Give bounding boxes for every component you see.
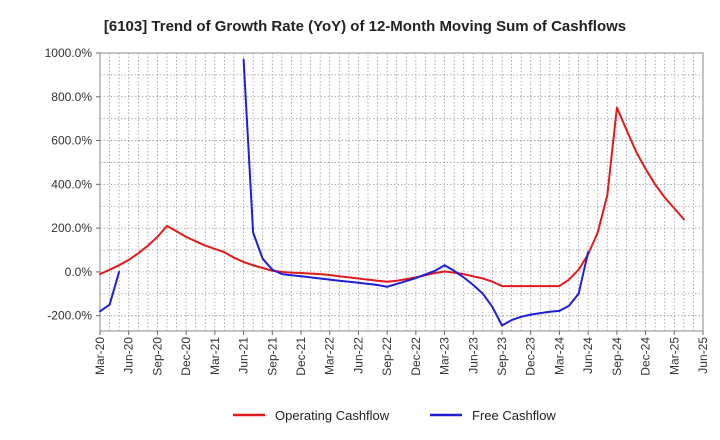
x-tick-label: Dec-24 [639,337,653,376]
y-tick-label: 800.0% [51,90,92,104]
legend: Operating Cashflow Free Cashflow [233,408,556,423]
x-tick-label: Sep-23 [495,337,509,376]
legend-label-operating-cashflow: Operating Cashflow [275,408,390,423]
series-line-free-cashflow [242,58,590,327]
grid-lines [100,53,703,331]
x-tick-label: Mar-25 [667,337,681,375]
chart-title: [6103] Trend of Growth Rate (YoY) of 12-… [104,18,626,35]
y-tick-label: 400.0% [51,177,92,191]
x-tick-label: Jun-21 [237,337,251,374]
x-tick-label: Jun-20 [122,337,136,374]
x-tick-label: Mar-20 [93,337,107,375]
x-tick-label: Sep-22 [380,337,394,376]
x-tick-label: Mar-22 [323,337,337,375]
x-tick-label: Mar-21 [208,337,222,375]
x-tick-label: Sep-21 [265,337,279,376]
y-tick-label: 200.0% [51,221,92,235]
y-tick-label: 0.0% [65,265,93,279]
legend-label-free-cashflow: Free Cashflow [472,408,556,423]
x-tick-label: Sep-20 [150,337,164,376]
x-axis: Mar-20 Jun-20 Sep-20 Dec-20 Mar-21 Jun-21 Sep-… [93,331,710,376]
x-tick-label: Jun-25 [696,337,710,374]
x-tick-label: Mar-23 [438,337,452,375]
x-tick-label: Jun-22 [351,337,365,374]
x-tick-label: Dec-20 [179,337,193,376]
x-tick-label: Dec-22 [409,337,423,376]
x-tick-label: Dec-23 [524,337,538,376]
y-tick-label: -200.0% [47,309,92,323]
x-tick-label: Mar-24 [552,337,566,375]
plot-area [99,52,704,332]
x-tick-label: Dec-21 [294,337,308,376]
plot-frame [99,52,704,332]
series-line-free-cashflow [99,270,121,313]
y-tick-label: 600.0% [51,134,92,148]
y-axis: 1000.0% 800.0% 600.0% 400.0% 200.0% 0.0% -200.… [45,46,100,323]
x-tick-label: Jun-23 [466,337,480,374]
x-tick-label: Sep-24 [610,337,624,376]
y-tick-label: 1000.0% [45,46,93,60]
x-tick-label: Jun-24 [581,337,595,374]
series-lines [99,58,685,327]
